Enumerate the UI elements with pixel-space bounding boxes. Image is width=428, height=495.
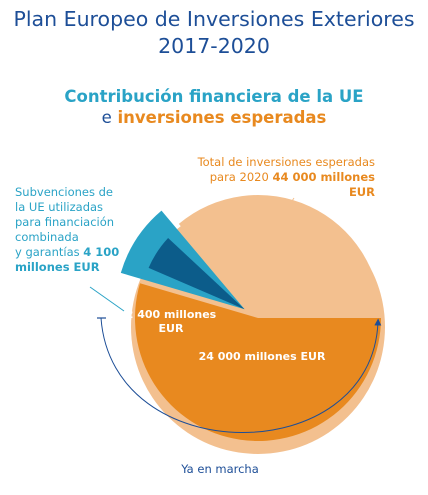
label-blend-value-2: millones EUR bbox=[15, 260, 100, 274]
subtitle-part-2: inversiones esperadas bbox=[117, 108, 327, 127]
label-total-investments: Total de inversiones esperadas para 2020… bbox=[150, 155, 375, 200]
label-leader-blend bbox=[89, 286, 125, 312]
label-blend-line-2: la UE utilizadas bbox=[15, 200, 104, 214]
label-inner-blue-line-2: EUR bbox=[158, 322, 184, 335]
label-inner-blue-line-1: 2 400 millones bbox=[125, 308, 217, 321]
slice-2400 bbox=[148, 238, 245, 310]
ya-en-marcha-arrow bbox=[100, 317, 382, 433]
label-inner-blue: 2 400 millones EUR bbox=[112, 308, 230, 336]
subtitle-joiner: e bbox=[101, 108, 112, 127]
label-blending-guarantees: Subvenciones de la UE utilizadas para fi… bbox=[15, 185, 135, 275]
label-blend-line-5: y garantías bbox=[15, 245, 80, 259]
label-blend-line-4: combinada bbox=[15, 230, 79, 244]
title-line-2: 2017-2020 bbox=[158, 34, 270, 58]
slice-total-expected bbox=[178, 195, 381, 318]
label-inner-orange: 24 000 millones EUR bbox=[198, 350, 326, 363]
arrow-caption: Ya en marcha bbox=[181, 462, 259, 476]
subtitle-part-1: Contribución financiera de la UE bbox=[64, 87, 364, 106]
label-blend-value-1: 4 100 bbox=[83, 245, 120, 259]
label-blend-line-1: Subvenciones de bbox=[15, 185, 113, 199]
slice-24000 bbox=[135, 283, 381, 442]
label-leader-total bbox=[281, 197, 295, 217]
label-total-unit: EUR bbox=[348, 185, 375, 199]
label-blend-line-3: para financiación bbox=[15, 215, 115, 229]
label-total-text: Total de inversiones esperadas bbox=[197, 155, 375, 169]
label-total-prefix: para 2020 bbox=[209, 170, 269, 184]
title-line-1: Plan Europeo de Inversiones Exteriores bbox=[13, 7, 415, 31]
page-title: Plan Europeo de Inversiones Exteriores 2… bbox=[0, 6, 428, 60]
chart-subtitle: Contribución financiera de la UE e inver… bbox=[0, 86, 428, 128]
label-total-value: 44 000 millones bbox=[272, 170, 375, 184]
